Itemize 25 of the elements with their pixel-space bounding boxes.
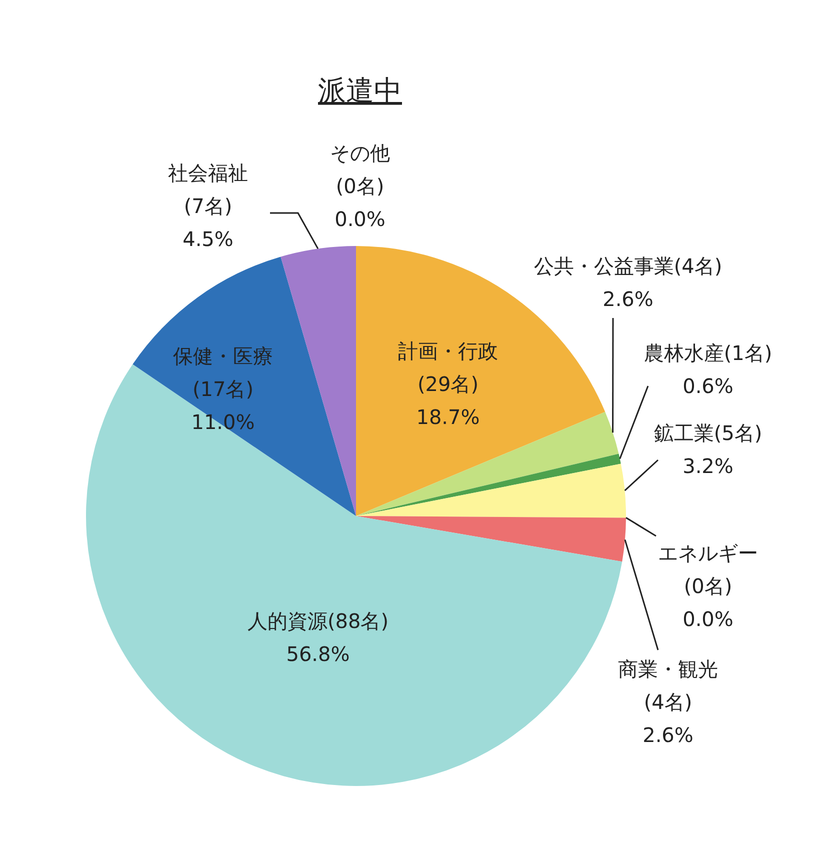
data-label: 0.6% bbox=[682, 374, 734, 398]
category-label: その他 (0名) bbox=[330, 141, 390, 198]
data-label: 18.7% bbox=[416, 405, 480, 429]
slice-label: 計画・行政 (29名) bbox=[398, 339, 498, 396]
data-label: 3.2% bbox=[682, 454, 734, 478]
legend-label: エネルギー (0名) bbox=[658, 541, 758, 598]
slice-label: 人的資源(88名) bbox=[247, 609, 389, 633]
slice-label: 社会福祉 (7名) bbox=[168, 161, 248, 218]
pie-slice bbox=[280, 246, 356, 516]
slice-label: 保健・医療 (17名) bbox=[173, 344, 273, 401]
pie-slice bbox=[356, 454, 621, 516]
chart-title: 派遣中 bbox=[318, 74, 402, 107]
pie-slice bbox=[132, 256, 356, 516]
slice-label: 商業・観光 (4名) bbox=[618, 657, 718, 714]
pie-slice bbox=[356, 464, 626, 518]
data-label: 4.5% bbox=[182, 227, 234, 251]
text: 0.0% bbox=[334, 207, 386, 231]
pie-slice bbox=[356, 516, 626, 562]
text: 0.0% bbox=[682, 607, 734, 631]
slice-label: 農林水産(1名) bbox=[644, 341, 772, 365]
data-label: 2.6% bbox=[642, 723, 694, 747]
data-label: 2.6% bbox=[602, 287, 654, 311]
slice-label: 鉱工業(5名) bbox=[654, 421, 762, 445]
data-label: 56.8% bbox=[286, 642, 350, 666]
slice-label: 公共・公益事業(4名) bbox=[534, 254, 722, 278]
